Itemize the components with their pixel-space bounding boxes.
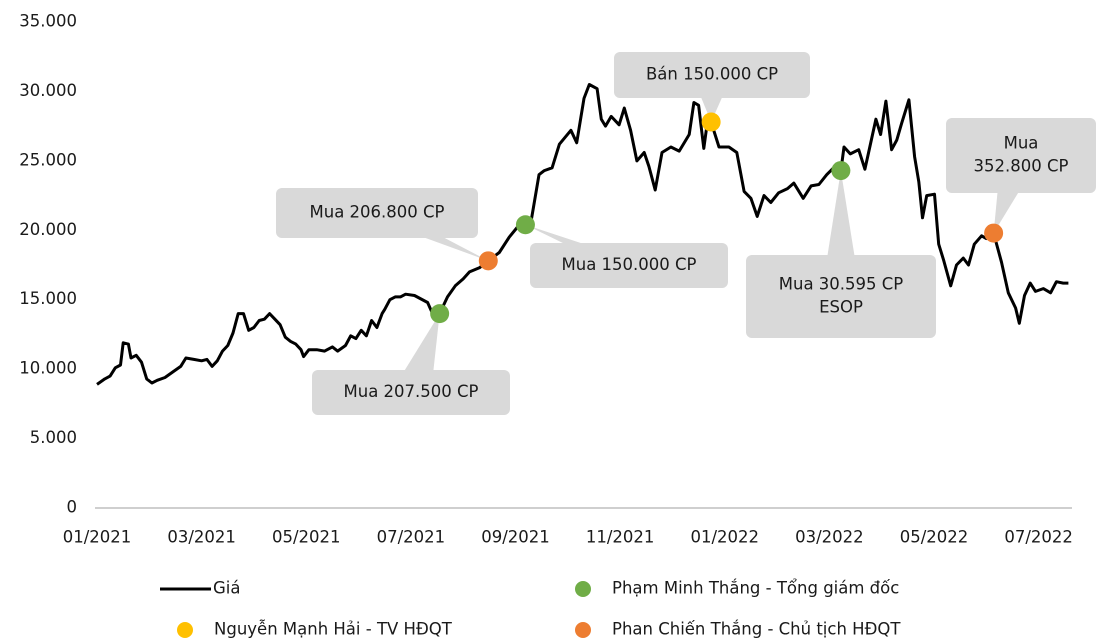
x-tick-label: 11/2021 — [586, 528, 655, 547]
legend-marker — [177, 622, 193, 638]
x-tick-label: 07/2021 — [377, 528, 446, 547]
callout-box — [276, 188, 478, 238]
x-tick-label: 01/2021 — [63, 528, 132, 547]
x-tick-label: 07/2022 — [1004, 528, 1073, 547]
callout-label: ESOP — [819, 298, 863, 317]
x-tick-label: 01/2022 — [690, 528, 759, 547]
y-tick-label: 30.000 — [19, 81, 77, 100]
legend-label: Phạm Minh Thắng - Tổng giám đốc — [612, 579, 899, 598]
callout-box — [746, 255, 936, 338]
y-tick-label: 15.000 — [19, 289, 77, 308]
y-tick-label: 10.000 — [19, 359, 77, 378]
callout-label: 352.800 CP — [974, 157, 1069, 176]
callout-label: Mua 206.800 CP — [310, 203, 445, 222]
legend-marker — [575, 622, 591, 638]
x-tick-label: 03/2021 — [167, 528, 236, 547]
callout-label: Mua 30.595 CP — [779, 275, 904, 294]
y-tick-label: 35.000 — [19, 12, 77, 31]
y-tick-label: 20.000 — [19, 220, 77, 239]
event-marker — [430, 304, 450, 324]
callout-box — [946, 118, 1096, 193]
callout-label: Mua — [1004, 134, 1039, 153]
legend-label: Phan Chiến Thắng - Chủ tịch HĐQT — [612, 620, 901, 639]
x-tick-label: 03/2022 — [795, 528, 864, 547]
x-tick-label: 05/2022 — [900, 528, 969, 547]
event-marker — [701, 112, 721, 132]
legend-marker — [575, 581, 591, 597]
callout-label: Bán 150.000 CP — [646, 65, 778, 84]
callout-box — [614, 52, 810, 98]
price-line — [96, 83, 1069, 386]
y-tick-label: 25.000 — [19, 150, 77, 169]
event-marker — [478, 251, 498, 271]
callout-box — [312, 370, 510, 415]
x-tick-label: 05/2021 — [272, 528, 341, 547]
event-marker — [831, 161, 851, 181]
event-marker — [515, 215, 535, 235]
callout-label: Mua 150.000 CP — [562, 255, 697, 274]
x-tick-label: 09/2021 — [481, 528, 550, 547]
event-marker — [984, 223, 1004, 243]
y-tick-label: 0 — [67, 498, 78, 517]
legend-label: Giá — [213, 579, 240, 598]
legend-label: Nguyễn Mạnh Hải - TV HĐQT — [214, 620, 453, 639]
callout-box — [530, 243, 728, 288]
callout-label: Mua 207.500 CP — [344, 382, 479, 401]
y-tick-label: 5.000 — [30, 428, 77, 447]
